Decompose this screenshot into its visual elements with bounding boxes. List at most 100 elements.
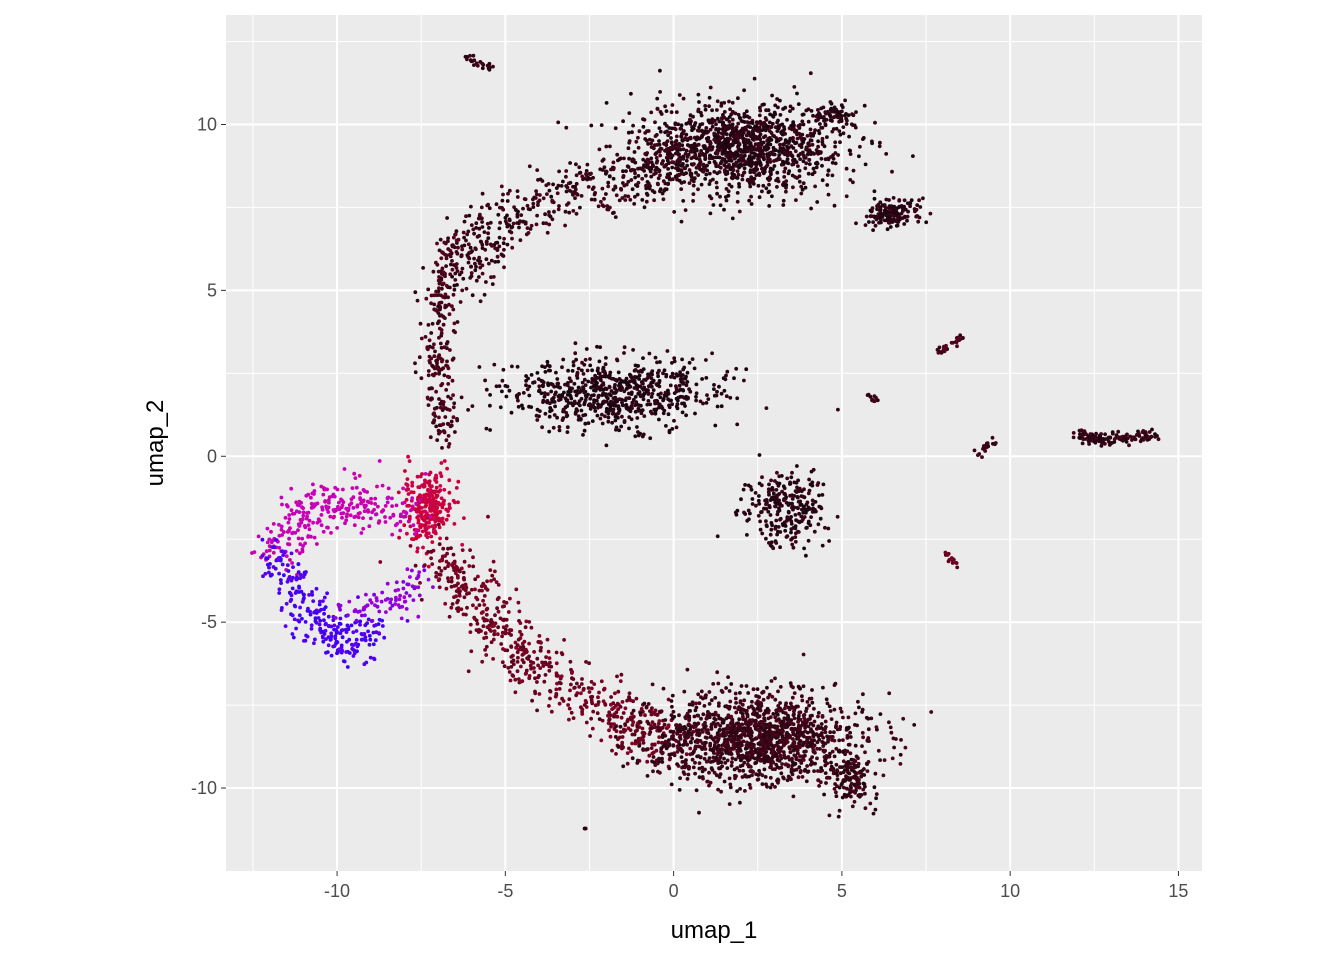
data-point	[438, 484, 443, 488]
data-point	[349, 497, 354, 501]
grid-major	[226, 15, 1202, 871]
data-point	[459, 270, 464, 275]
data-point	[441, 281, 446, 286]
data-point	[451, 292, 456, 297]
data-point	[460, 542, 465, 547]
data-point	[296, 528, 300, 533]
data-point	[677, 142, 682, 146]
data-point	[591, 709, 596, 714]
data-point	[501, 367, 506, 372]
data-point	[774, 518, 779, 523]
data-point	[528, 227, 533, 231]
data-point	[624, 169, 628, 174]
data-point	[437, 510, 442, 515]
data-point	[559, 184, 564, 188]
data-point	[506, 610, 511, 614]
data-point	[689, 174, 694, 179]
data-point	[311, 599, 316, 603]
data-point	[714, 773, 719, 778]
data-point	[878, 140, 882, 145]
data-point	[413, 290, 418, 295]
data-point	[435, 438, 440, 442]
data-point	[805, 134, 810, 138]
data-point	[311, 482, 315, 487]
data-point	[399, 512, 403, 517]
data-point	[707, 95, 712, 100]
data-point	[546, 649, 551, 654]
data-point	[872, 196, 877, 201]
data-point	[753, 124, 757, 129]
data-point	[789, 515, 793, 519]
data-point	[573, 341, 578, 346]
data-point	[473, 577, 478, 582]
data-point	[799, 184, 804, 189]
data-point	[330, 494, 335, 499]
data-point	[300, 536, 305, 541]
data-point	[914, 214, 919, 219]
data-point	[574, 181, 579, 186]
data-point	[663, 130, 667, 135]
data-point	[578, 205, 582, 210]
data-point	[777, 474, 782, 479]
data-point	[601, 699, 606, 704]
data-point	[367, 524, 372, 529]
data-point	[453, 430, 457, 434]
data-point	[799, 514, 804, 519]
data-point	[405, 477, 410, 481]
data-point	[717, 170, 722, 174]
data-point	[833, 140, 838, 145]
data-point	[665, 139, 670, 144]
data-point	[613, 414, 618, 419]
data-point	[631, 348, 635, 352]
data-point	[548, 696, 552, 701]
data-point	[416, 575, 421, 579]
data-point	[454, 229, 459, 234]
data-point	[319, 484, 324, 489]
data-point	[645, 180, 650, 184]
data-point	[783, 105, 788, 110]
data-point	[635, 384, 640, 388]
data-point	[268, 573, 273, 578]
data-point	[928, 211, 933, 216]
data-point	[308, 612, 313, 617]
data-point	[388, 600, 393, 605]
data-point	[909, 198, 914, 203]
data-point	[618, 724, 623, 729]
data-point	[416, 518, 421, 522]
data-point	[501, 192, 505, 197]
data-point	[747, 782, 752, 787]
data-point	[681, 377, 686, 381]
data-point	[507, 670, 512, 674]
data-point	[647, 753, 652, 758]
data-point	[278, 578, 283, 582]
data-point	[344, 518, 349, 523]
data-point	[507, 388, 512, 393]
data-point	[477, 365, 482, 369]
data-point	[489, 275, 493, 280]
data-point	[541, 221, 546, 226]
data-point	[789, 530, 793, 535]
data-point	[600, 168, 605, 172]
data-point	[462, 219, 467, 224]
data-point	[312, 492, 316, 496]
data-point	[749, 202, 754, 206]
data-point	[592, 400, 596, 405]
data-point	[465, 605, 469, 610]
data-point	[420, 472, 424, 476]
data-point	[529, 666, 533, 671]
data-point	[806, 491, 811, 496]
data-point	[647, 351, 652, 356]
data-point	[791, 146, 796, 150]
data-point	[615, 674, 619, 679]
data-point	[590, 701, 595, 706]
data-point	[564, 169, 569, 173]
data-point	[477, 261, 482, 266]
data-point	[629, 390, 634, 395]
data-point	[680, 138, 685, 143]
data-point	[621, 181, 625, 185]
data-point	[514, 587, 519, 592]
data-point	[833, 151, 838, 155]
data-point	[680, 143, 685, 148]
data-point	[435, 361, 439, 365]
data-point	[840, 105, 845, 110]
